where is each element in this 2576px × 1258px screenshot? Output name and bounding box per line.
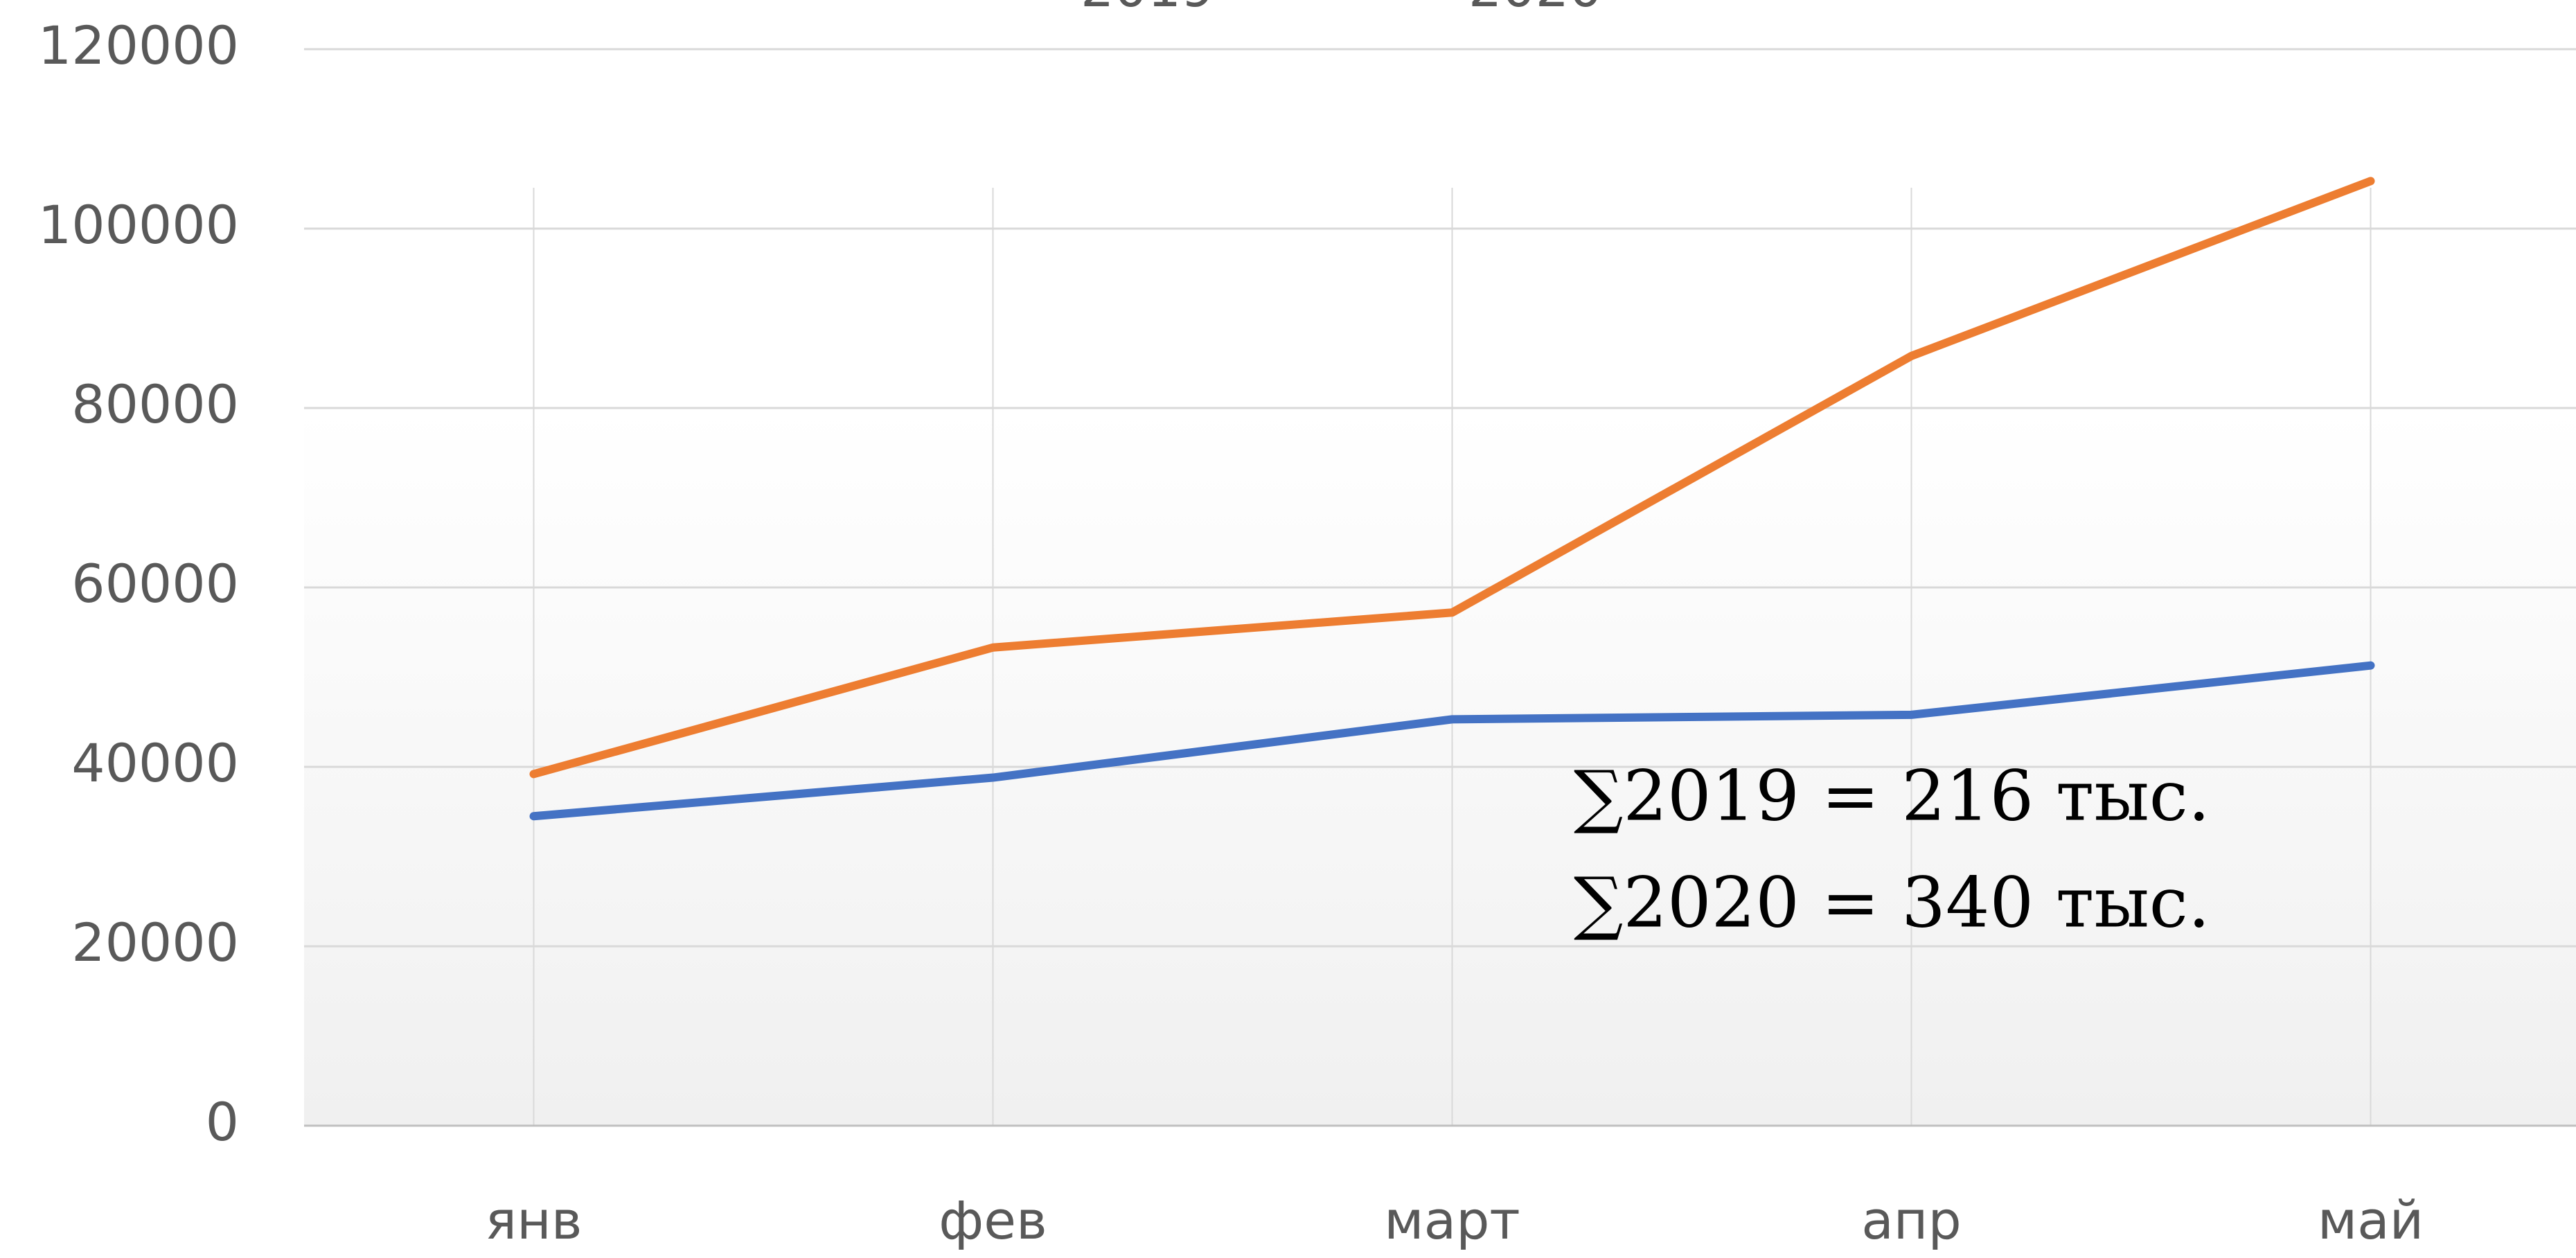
line-series <box>529 177 2375 779</box>
y-tick-label: 120000 <box>38 15 239 76</box>
x-tick-label: апр <box>1861 1189 1962 1251</box>
legend-label: 2020 <box>1468 0 1602 19</box>
annotation: ∑2020 = 340 тыс. <box>1574 862 2210 944</box>
y-tick-label: 40000 <box>71 732 239 794</box>
x-tick-label: март <box>1384 1189 1520 1251</box>
y-tick-label: 80000 <box>71 373 239 435</box>
line-series <box>529 661 2375 821</box>
annotation: ∑2019 = 216 тыс. <box>1574 756 2210 837</box>
y-tick-label: 0 <box>206 1091 239 1153</box>
y-tick-label: 60000 <box>71 553 239 614</box>
y-tick-label: 20000 <box>71 912 239 973</box>
x-tick-label: фев <box>939 1189 1047 1251</box>
y-tick-label: 100000 <box>38 194 239 256</box>
x-tick-label: янв <box>485 1189 582 1251</box>
x-tick-label: май <box>2318 1189 2424 1251</box>
legend-label: 2019 <box>1081 0 1214 19</box>
